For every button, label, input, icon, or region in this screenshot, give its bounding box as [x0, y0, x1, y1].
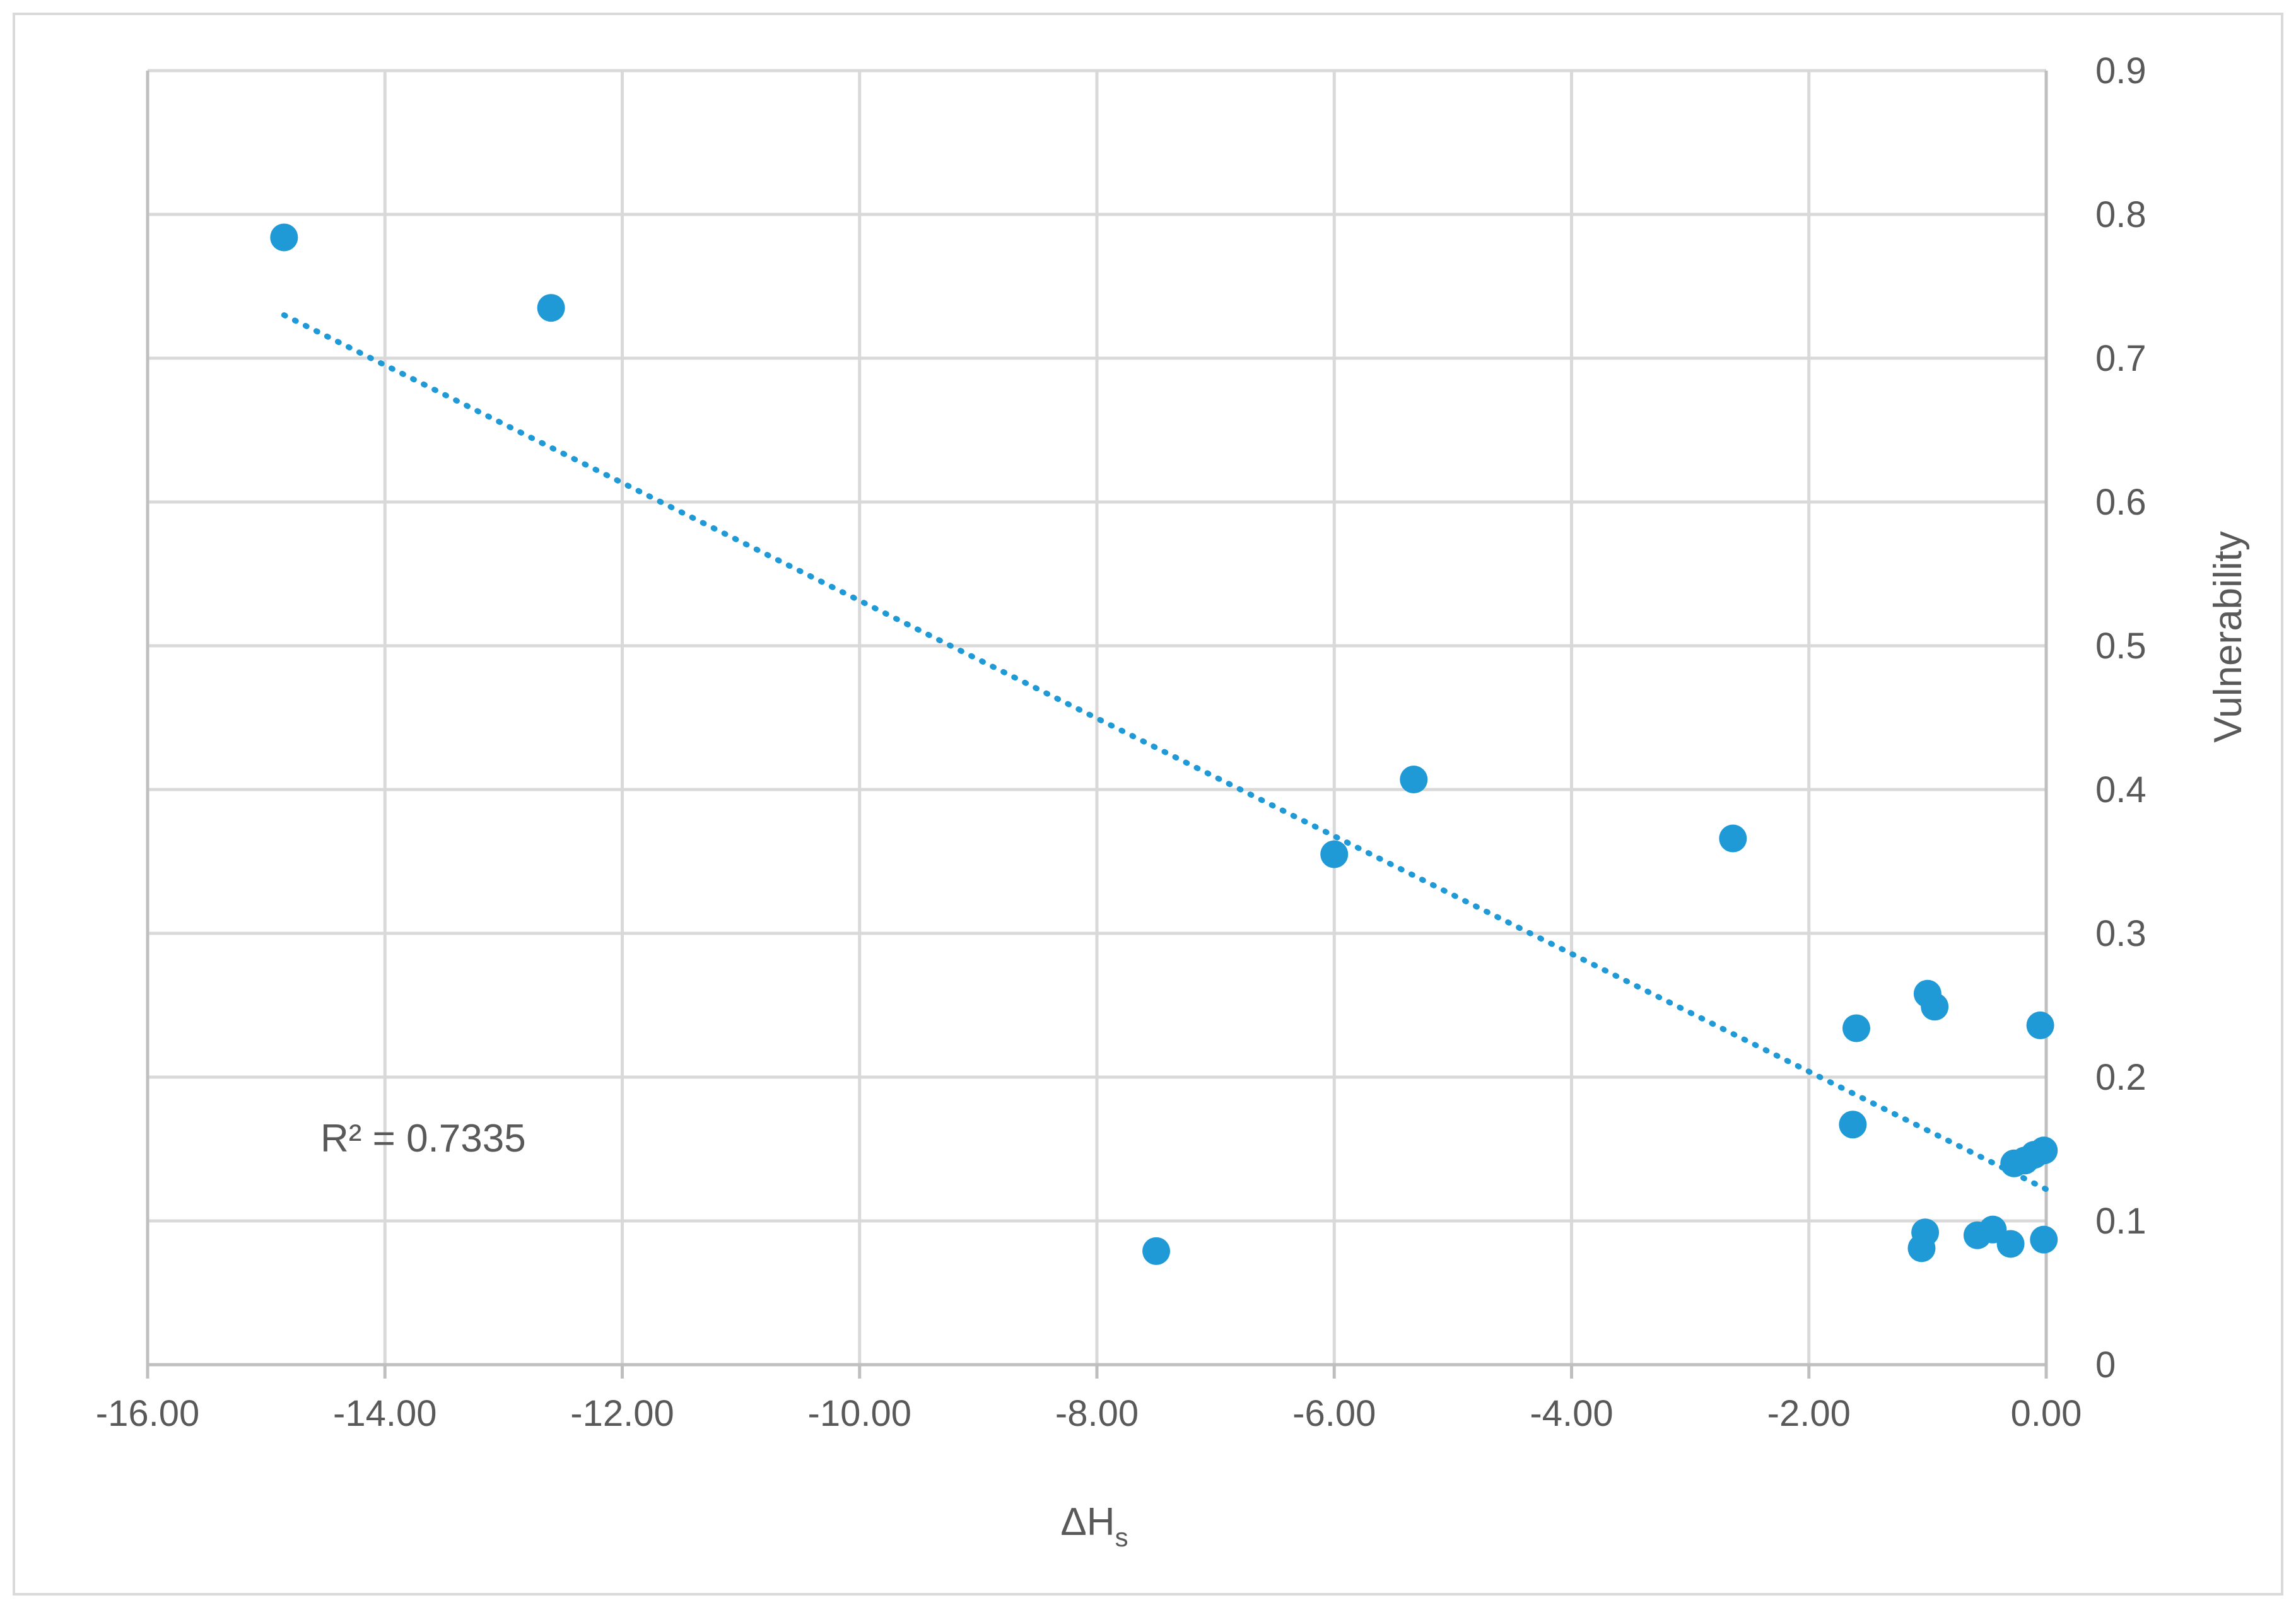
- y-tick-label: 0.6: [2095, 482, 2147, 523]
- y-tick-label: 0.3: [2095, 913, 2147, 954]
- y-tick-label: 0.8: [2095, 194, 2147, 235]
- x-tick-label: -12.00: [570, 1393, 674, 1434]
- x-axis-title-main: ΔH: [1060, 1500, 1115, 1544]
- x-tick-label: -16.00: [96, 1393, 199, 1434]
- x-tick-label: 0.00: [2011, 1393, 2082, 1434]
- data-point: [1142, 1237, 1171, 1265]
- x-tick-label: -10.00: [808, 1393, 911, 1434]
- data-point: [1907, 1234, 1936, 1263]
- data-point: [1839, 1111, 1867, 1139]
- data-point: [2030, 1136, 2058, 1165]
- data-point: [1921, 993, 1949, 1021]
- x-tick-label: -2.00: [1767, 1393, 1851, 1434]
- data-point: [270, 223, 298, 252]
- x-tick-label: -8.00: [1055, 1393, 1139, 1434]
- data-point: [1400, 766, 1428, 794]
- data-point: [537, 294, 565, 322]
- y-tick-label: 0.7: [2095, 338, 2147, 379]
- x-axis-title-subscript: s: [1115, 1522, 1128, 1552]
- x-tick-labels: -16.00 -14.00 -12.00 -10.00 -8.00 -6.00 -4.00 -…: [96, 1393, 2082, 1434]
- y-tick-label: 0: [2095, 1345, 2116, 1385]
- y-tick-label: 0.4: [2095, 769, 2147, 810]
- x-tick-label: -4.00: [1530, 1393, 1613, 1434]
- r-squared-label: R² = 0.7335: [320, 1117, 526, 1160]
- data-point: [1719, 824, 1747, 853]
- y-axis-title: Vulnerability: [2206, 531, 2250, 742]
- data-point: [1842, 1014, 1870, 1042]
- data-point: [1996, 1230, 2025, 1258]
- y-tick-label: 0.9: [2095, 50, 2147, 91]
- y-tick-label: 0.2: [2095, 1057, 2147, 1098]
- data-point: [1320, 840, 1349, 868]
- y-tick-labels: 0 0.1 0.2 0.3 0.4 0.5 0.6 0.7 0.8 0.9: [2095, 50, 2147, 1385]
- data-points: [270, 223, 2058, 1265]
- grid-lines: [148, 69, 2048, 1365]
- chart-frame: [13, 13, 2283, 1595]
- x-tick-label: -14.00: [333, 1393, 436, 1434]
- y-tick-label: 0.1: [2095, 1201, 2147, 1242]
- trendline-group: [281, 312, 2049, 1193]
- data-point: [2026, 1011, 2054, 1039]
- trendline: [281, 312, 2049, 1193]
- y-tick-label: 0.5: [2095, 626, 2147, 667]
- x-tick-label: -6.00: [1292, 1393, 1376, 1434]
- x-axis-title: ΔHs: [1060, 1500, 1128, 1552]
- data-point: [2030, 1225, 2058, 1254]
